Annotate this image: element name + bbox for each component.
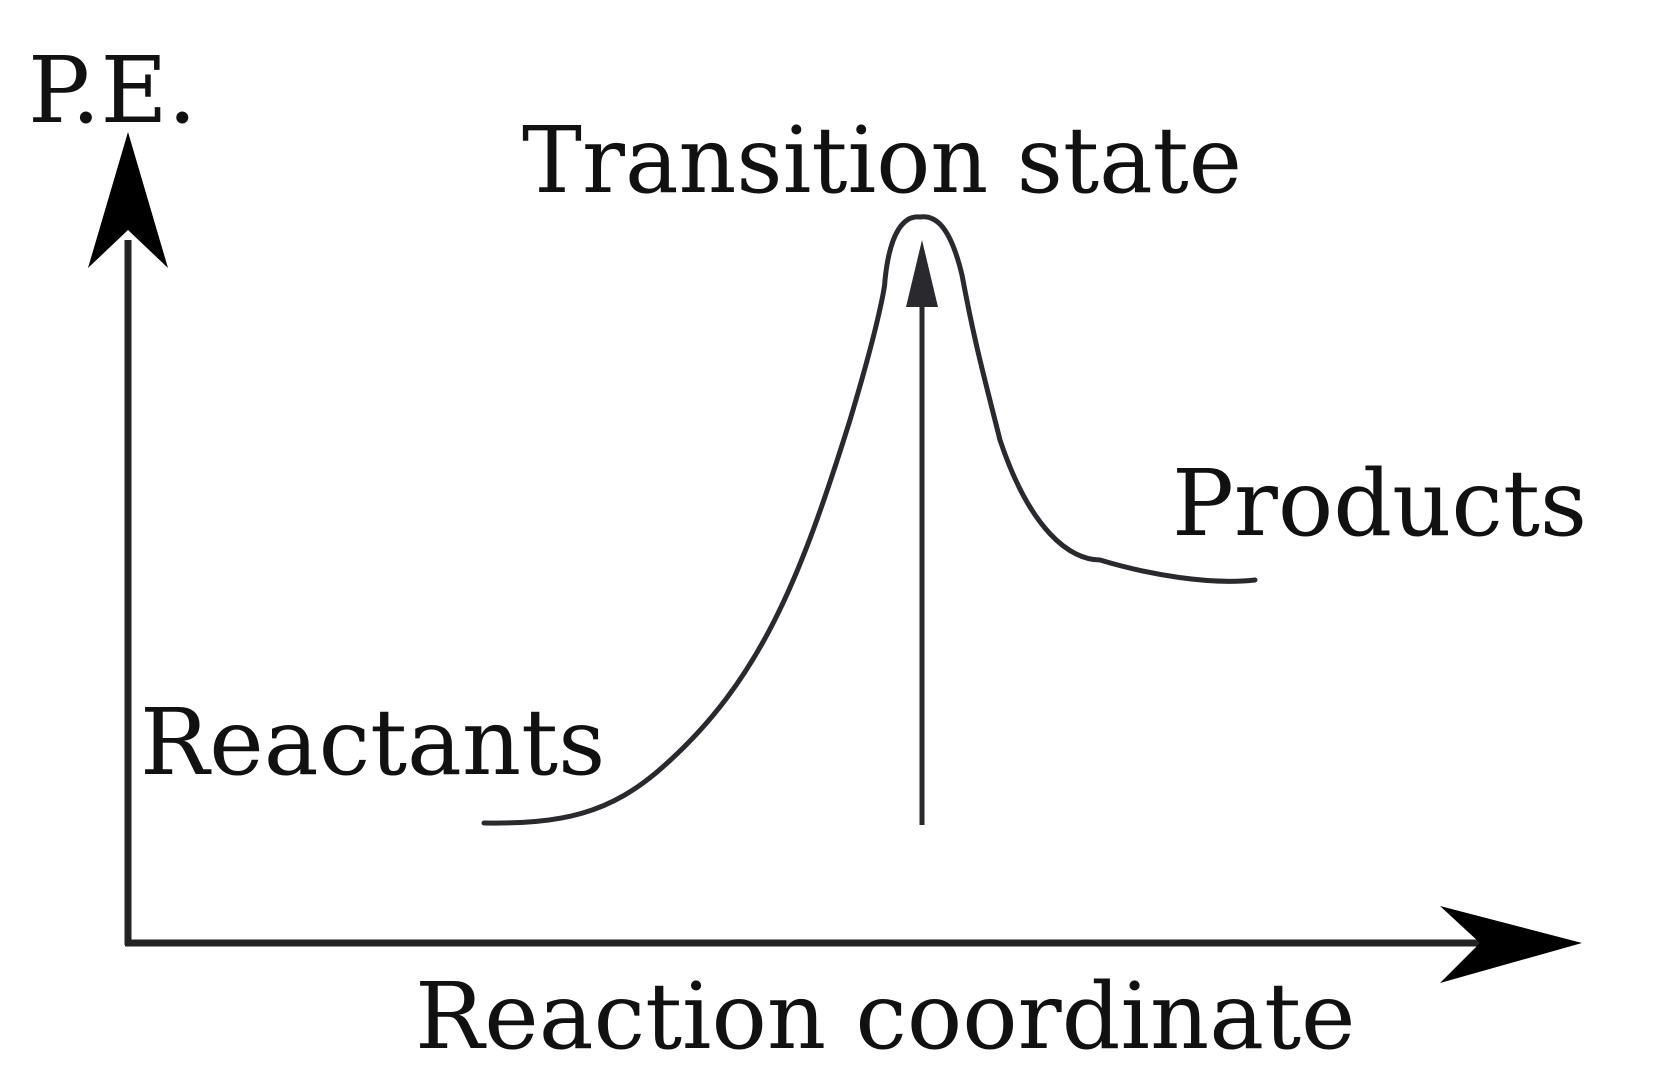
energy-curve <box>481 214 1258 826</box>
activation-energy-arrowhead <box>906 240 938 307</box>
y-axis-arrowhead <box>88 132 168 268</box>
reactants-label: Reactants <box>140 689 605 796</box>
y-axis-label: P.E. <box>28 37 197 144</box>
x-axis-arrowhead <box>1440 906 1582 983</box>
x-axis-label: Reaction coordinate <box>415 963 1355 1070</box>
products-label: Products <box>1172 450 1587 557</box>
transition-state-label: Transition state <box>522 107 1242 214</box>
